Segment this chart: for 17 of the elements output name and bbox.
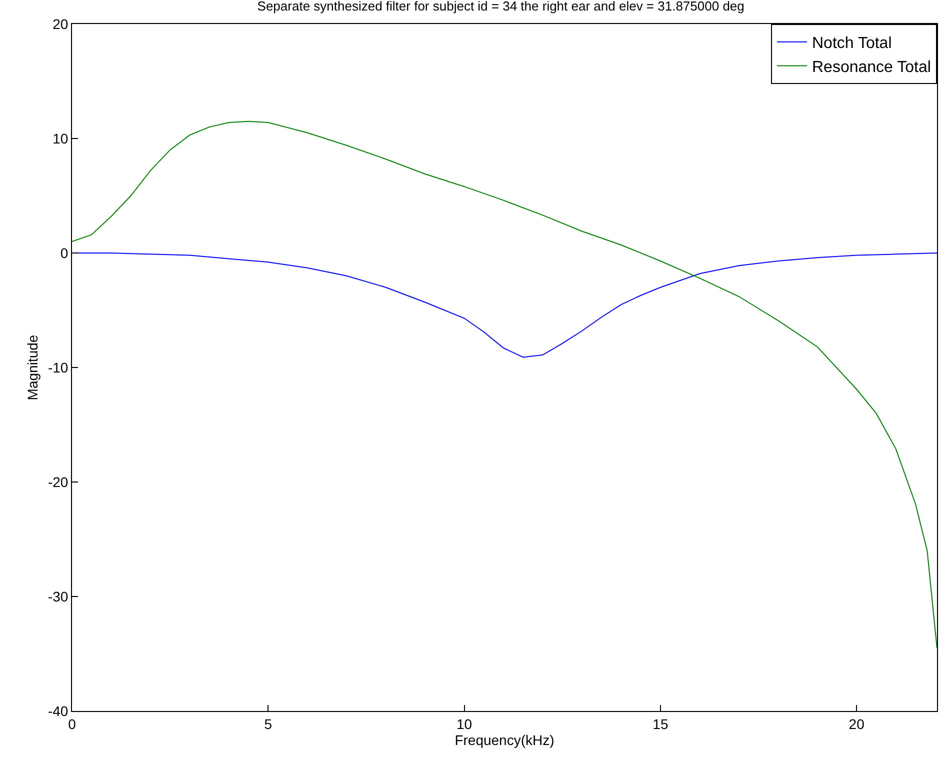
legend-label: Notch Total xyxy=(812,35,892,52)
x-tick-label: 5 xyxy=(264,716,272,732)
y-tick-label: -20 xyxy=(48,474,68,490)
chart-title: Separate synthesized filter for subject id = 34 the right ear and elev = 31.875000 deg xyxy=(257,0,744,14)
x-tick-label: 15 xyxy=(652,716,668,732)
y-axis-title: Magnitude xyxy=(24,334,41,400)
x-tick-label: 20 xyxy=(848,716,865,732)
y-tick-label: 0 xyxy=(60,244,68,261)
y-tick-label: 20 xyxy=(52,16,68,32)
line-series xyxy=(72,120,937,649)
y-tick-label: -40 xyxy=(48,702,68,719)
y-tick-label: 10 xyxy=(52,130,68,146)
legend-label: Resonance Total xyxy=(812,58,931,76)
x-tick-label: 10 xyxy=(456,716,472,732)
x-axis-title: Frequency(kHz) xyxy=(454,732,554,748)
y-tick-label: -10 xyxy=(48,359,68,376)
y-tick-label: -30 xyxy=(48,588,68,604)
